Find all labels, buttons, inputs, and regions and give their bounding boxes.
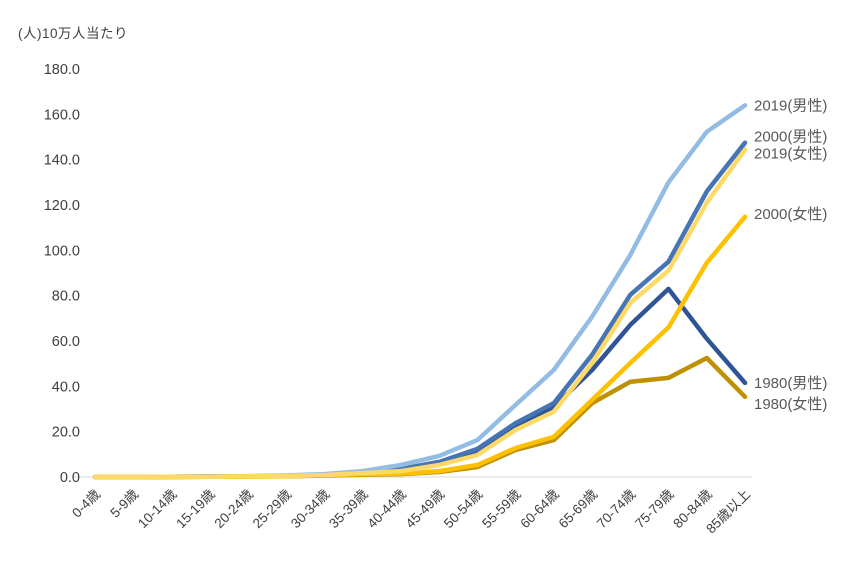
series-line-1980(男性) [92,286,748,480]
y-tick-label: 120.0 [44,198,80,214]
y-tick-label: 80.0 [52,289,80,305]
y-tick-label: 180.0 [44,62,80,78]
x-tick-label: 50-54歳 [441,486,486,531]
x-tick-label: 5-9歳 [107,486,141,520]
x-tick-label: 40-44歳 [364,486,409,531]
y-tick-label: 160.0 [44,107,80,123]
x-tick-label: 70-74歳 [594,486,639,531]
series-label-1980(男性): 1980(男性) [754,375,827,392]
series-lines [92,103,748,480]
y-tick-label: 100.0 [44,243,80,259]
x-tick-label: 45-49歳 [403,486,448,531]
series-line-2000(女性) [92,214,748,480]
series-label-2000(男性): 2000(男性) [754,129,827,146]
x-tick-label: 15-19歳 [173,486,218,531]
y-tick-label: 20.0 [52,425,80,441]
series-label-2019(男性): 2019(男性) [754,97,827,114]
x-tick-label: 10-14歳 [135,486,180,531]
x-tick-label: 65-69歳 [556,486,601,531]
y-tick-label: 0.0 [60,470,80,486]
y-tick-label: 60.0 [52,334,80,350]
series-label-1980(女性): 1980(女性) [754,395,827,413]
x-tick-label: 75-79歳 [632,486,677,531]
series-end-labels: 2019(男性) 2000(男性)2019(女性) 2000(女性) 1980(男性)… [754,97,827,412]
y-axis-unit-label: (人)10万人当たり [18,26,129,41]
x-tick-label: 20-24歳 [211,486,256,531]
x-axis-category-labels: 0-4歳 5-9歳10-14歳15-19歳20-24歳25-29歳30-34歳35… [69,486,753,536]
x-tick-label: 30-34歳 [288,486,333,531]
x-tick-label: 55-59歳 [479,486,524,531]
series-line-2019(女性) [92,147,748,480]
series-label-2000(女性): 2000(女性) [754,205,827,223]
y-tick-label: 40.0 [52,379,80,395]
series-label-2019(女性): 2019(女性) [754,145,827,163]
x-tick-label: 25-29歳 [250,486,295,531]
x-tick-label: 60-64歳 [517,486,562,531]
x-tick-label: 0-4歳 [69,486,103,520]
x-tick-label: 35-39歳 [326,486,371,531]
y-tick-label: 140.0 [44,153,80,169]
y-axis-tick-labels: 0.0 20.0 40.0 60.0 80.0 100.0 120.0 140.0 160.0 1… [44,62,80,486]
